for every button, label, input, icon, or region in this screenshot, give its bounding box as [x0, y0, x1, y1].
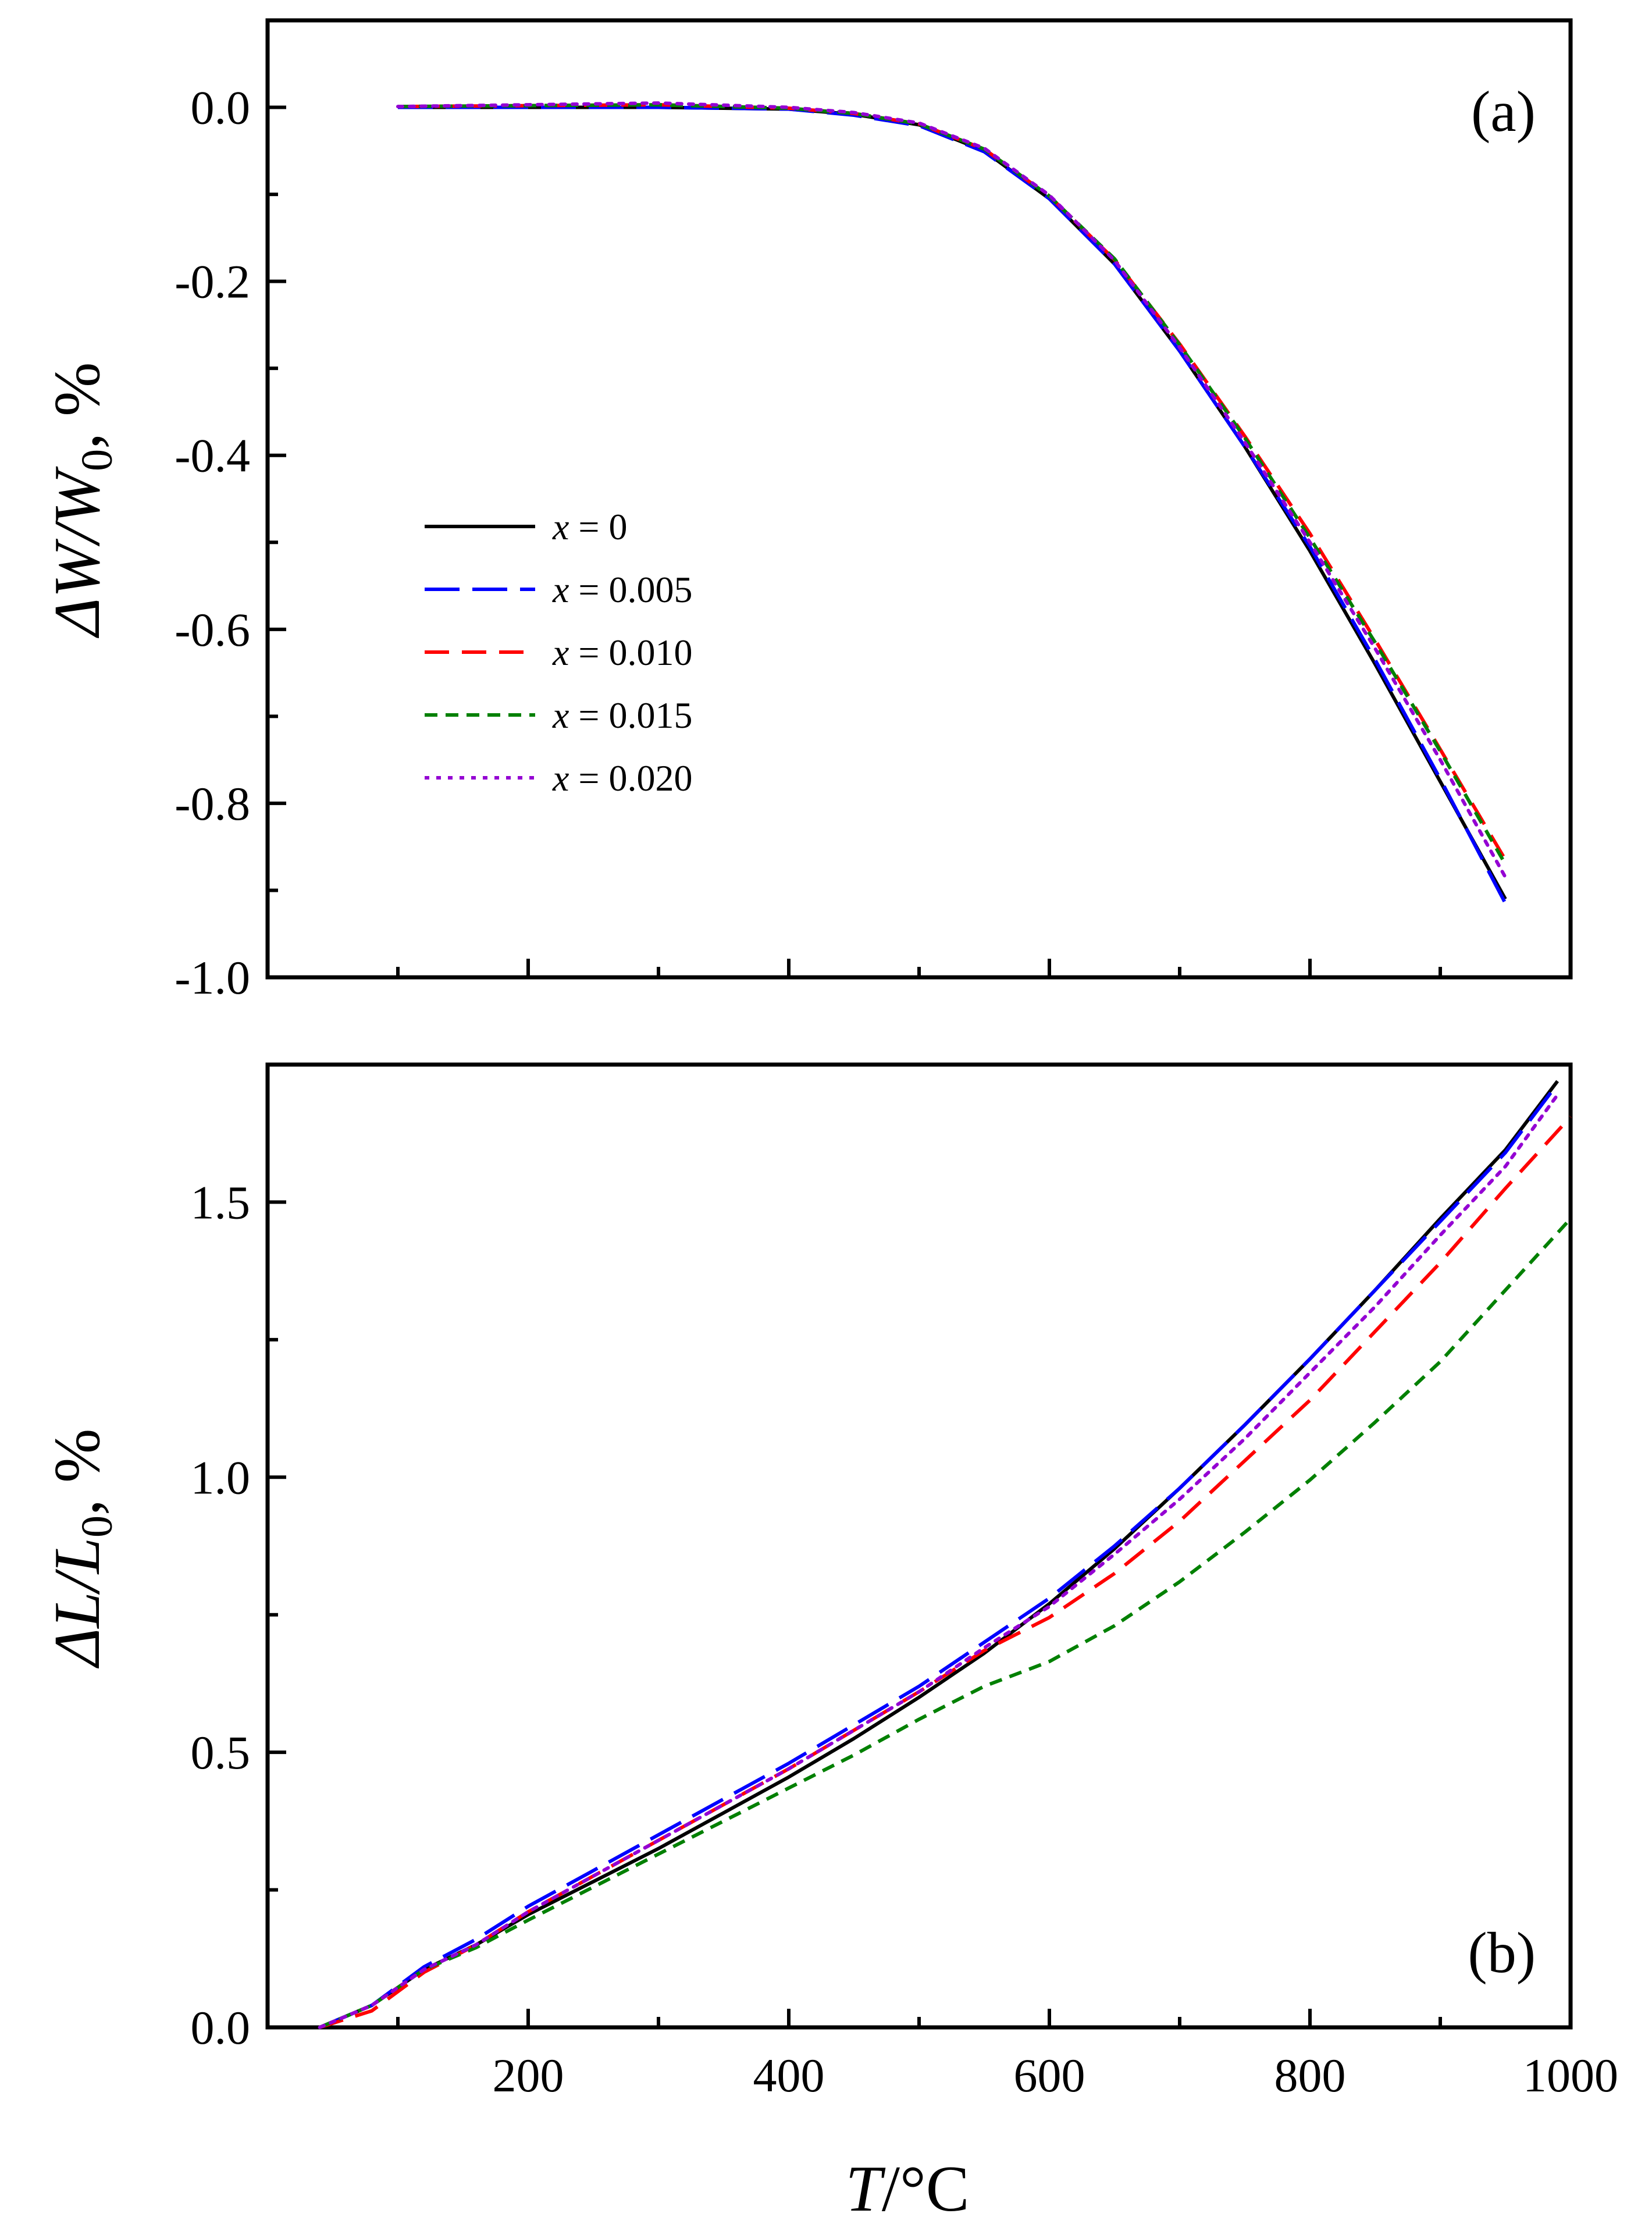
y-tick-label-a: -0.6 — [175, 603, 250, 656]
y-tick-label-b: 0.5 — [191, 1726, 251, 1779]
legend-value: = 0.010 — [569, 632, 692, 673]
series-line-b-2 — [319, 1115, 1572, 2029]
x-axis-unit: /°C — [882, 2153, 970, 2224]
legend-value: = 0.015 — [569, 695, 692, 736]
legend-var: x — [552, 695, 569, 736]
legend-value: = 0.020 — [569, 757, 692, 799]
y-tick-label-b: 0.0 — [191, 2001, 251, 2054]
y-tick-label-a: 0.0 — [191, 81, 251, 134]
series-line-b-1 — [319, 1083, 1559, 2029]
y-axis-title-main: ΔW/W — [41, 466, 113, 638]
legend-label-3: x = 0.015 — [552, 695, 693, 736]
y-tick-label-a: -0.2 — [175, 255, 250, 308]
y-axis-title-b: ΔL/L0, % — [41, 1429, 122, 1669]
legend-value: = 0 — [569, 506, 627, 547]
series-line-a-4 — [396, 101, 1507, 879]
y-axis-title-subscript: 0 — [73, 1515, 122, 1538]
x-axis-title: T/°C — [846, 2153, 970, 2224]
series-line-b-4 — [318, 1093, 1560, 2029]
legend-label-2: x = 0.010 — [552, 632, 693, 673]
panel-label-b: (b) — [1468, 1920, 1536, 1985]
legend-var: x — [552, 569, 569, 610]
x-tick-label-b: 200 — [493, 2049, 564, 2102]
legend-label-1: x = 0.005 — [552, 569, 693, 610]
series-line-a-3 — [397, 103, 1507, 866]
panel-label-a: (a) — [1471, 79, 1536, 144]
series-line-a-1 — [398, 105, 1507, 905]
x-axis-var: T — [846, 2153, 886, 2224]
x-tick-label-b: 800 — [1274, 2049, 1346, 2102]
legend-value: = 0.005 — [569, 569, 692, 610]
series-line-a-2 — [397, 103, 1507, 861]
y-axis-title-main: ΔL/L — [41, 1538, 113, 1668]
legend-var: x — [552, 632, 569, 673]
legend-var: x — [552, 506, 569, 547]
legend-label-0: x = 0 — [552, 506, 628, 547]
x-tick-label-b: 1000 — [1523, 2049, 1618, 2102]
plot-frame-b — [265, 1062, 1573, 2030]
series-line-b-3 — [319, 1217, 1572, 2029]
legend-label-4: x = 0.020 — [552, 757, 693, 799]
y-tick-label-b: 1.5 — [191, 1176, 251, 1229]
x-tick-label-b: 400 — [753, 2049, 825, 2102]
y-tick-label-a: -1.0 — [175, 951, 250, 1004]
y-tick-label-b: 1.0 — [191, 1451, 251, 1504]
y-tick-label-a: -0.8 — [175, 777, 250, 830]
panel-b: 200 400 600 800 1000 0.0 0.5 1.0 1.5 ΔL/L0, % (b) — [41, 1062, 1618, 2102]
series-line-b-0 — [319, 1080, 1559, 2029]
legend-var: x — [552, 757, 569, 799]
panel-a: 0.0 -0.2 -0.4 -0.6 -0.8 -1.0 ΔW/W0, % (a) — [41, 18, 1573, 1004]
y-tick-label-a: -0.4 — [175, 429, 250, 482]
y-axis-title-subscript: 0 — [73, 449, 122, 471]
y-axis-title-a: ΔW/W0, % — [41, 362, 122, 639]
y-axis-title-unit: , % — [41, 1429, 113, 1515]
plot-frame-a — [265, 18, 1573, 980]
x-tick-label-b: 600 — [1014, 2049, 1085, 2102]
y-axis-title-unit: , % — [41, 362, 113, 449]
